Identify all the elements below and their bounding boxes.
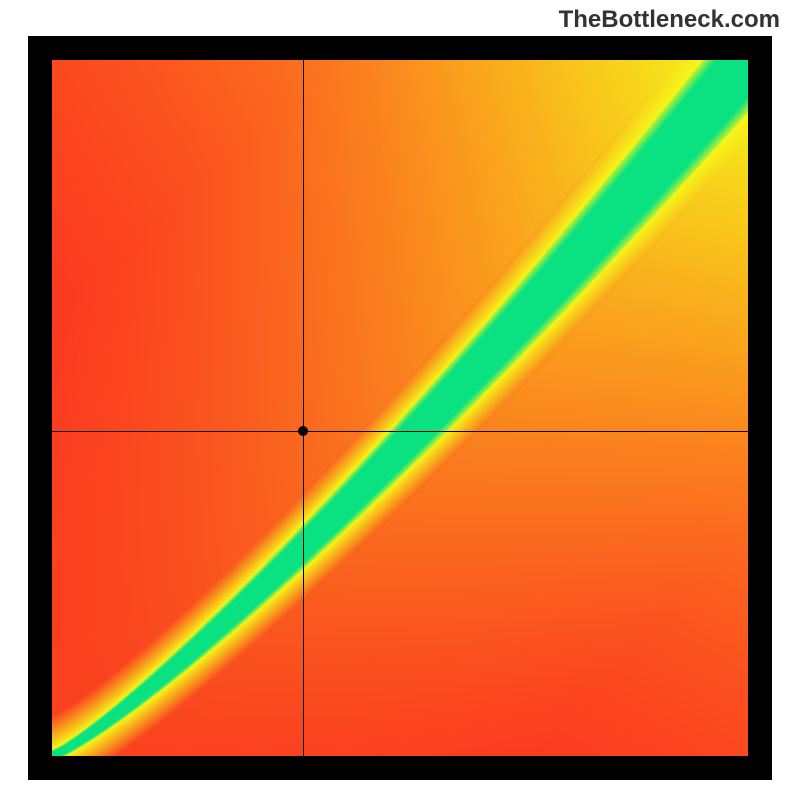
plot-area [52,60,748,756]
watermark-text: TheBottleneck.com [559,6,780,34]
crosshair-vertical [303,60,304,756]
selection-marker-dot [298,426,308,436]
chart-frame [28,36,772,780]
bottleneck-heatmap [52,60,748,756]
chart-container: TheBottleneck.com [0,0,800,800]
crosshair-horizontal [52,431,748,432]
